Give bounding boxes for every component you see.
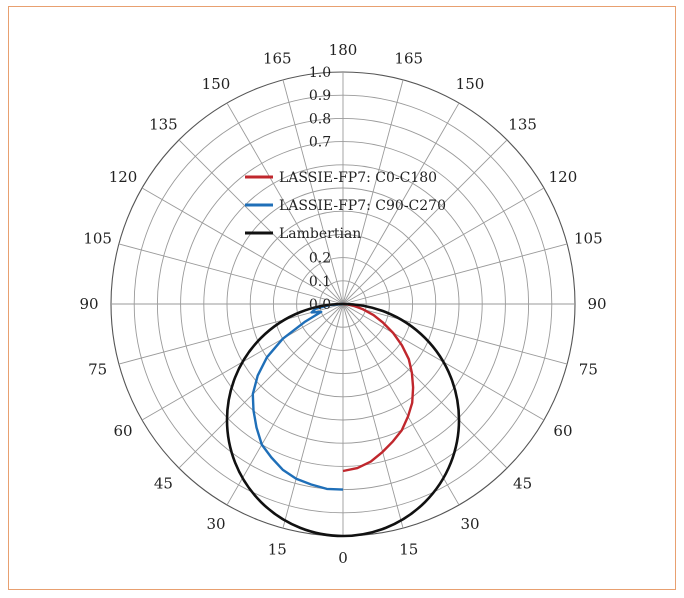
angle-tick-label: 135 <box>508 115 537 133</box>
series-layer <box>225 302 461 538</box>
angle-tick-label: 165 <box>263 50 292 68</box>
angle-tick-label: 60 <box>113 422 132 440</box>
grid-spoke <box>342 303 508 469</box>
series-lambertian <box>225 302 461 538</box>
chart-frame <box>8 6 676 590</box>
series-c90-c270 <box>251 302 344 491</box>
radial-tick-label: 0.1 <box>309 274 331 290</box>
angle-tick-label: 60 <box>553 422 572 440</box>
radial-labels: 0.0 0.1 0.2 0.7 0.8 0.9 1.0 <box>309 65 331 313</box>
angle-tick-label: 180 <box>329 41 358 59</box>
grid-spoke <box>178 303 344 469</box>
grid-spoke <box>282 303 344 529</box>
angle-tick-label: 15 <box>399 540 418 558</box>
grid-spoke <box>342 187 545 305</box>
angle-tick-label: 165 <box>394 50 423 68</box>
grid-spoke <box>226 303 344 506</box>
grid-spoke <box>342 303 460 506</box>
series-c0-c180 <box>342 302 415 473</box>
grid-spoke <box>342 243 568 305</box>
grid-spoke <box>342 139 508 305</box>
radial-tick-label: 0.7 <box>309 135 331 151</box>
angle-tick-label: 75 <box>88 361 107 379</box>
angle-tick-label: 150 <box>202 75 231 93</box>
angle-tick-label: 45 <box>154 475 173 493</box>
grid-spoke <box>141 187 344 305</box>
radial-tick-label: 0.0 <box>309 297 331 313</box>
legend-label: LASSIE-FP7: C0-C180 <box>279 170 437 186</box>
angle-tick-label: 15 <box>268 540 287 558</box>
angle-tick-label: 135 <box>149 115 178 133</box>
angle-tick-label: 105 <box>83 229 112 247</box>
angle-tick-label: 30 <box>460 515 479 533</box>
angle-tick-label: 105 <box>574 229 603 247</box>
angle-tick-label: 120 <box>549 168 578 186</box>
grid-spoke <box>342 102 460 305</box>
grid-spoke <box>178 139 344 305</box>
legend-label: LASSIE-FP7: C90-C270 <box>279 198 446 214</box>
grid-spoke <box>342 303 568 365</box>
grid-spoke <box>342 303 404 529</box>
angle-tick-label: 0 <box>338 549 348 567</box>
angle-tick-label: 90 <box>79 295 98 313</box>
legend-label: Lambertian <box>279 226 361 242</box>
grid-spoke <box>118 243 344 305</box>
radial-tick-label: 0.9 <box>309 88 331 104</box>
angle-tick-label: 75 <box>579 361 598 379</box>
angle-tick-label: 150 <box>456 75 485 93</box>
grid-spoke <box>226 102 344 305</box>
grid-spoke <box>282 79 344 305</box>
radial-tick-label: 1.0 <box>309 65 331 81</box>
grid-spoke <box>342 79 404 305</box>
angle-tick-label: 45 <box>513 475 532 493</box>
angle-labels: 0 15 30 45 60 75 90 105 120 135 150 165 180 165 150 135… <box>79 41 606 567</box>
angle-tick-label: 90 <box>587 295 606 313</box>
angle-tick-label: 30 <box>206 515 225 533</box>
grid-spoke <box>118 303 344 365</box>
angle-tick-label: 120 <box>109 168 138 186</box>
legend: LASSIE-FP7: C0-C180 LASSIE-FP7: C90-C270 L… <box>245 170 446 242</box>
radial-tick-label: 0.8 <box>309 111 331 127</box>
radial-tick-label: 0.2 <box>309 251 331 267</box>
